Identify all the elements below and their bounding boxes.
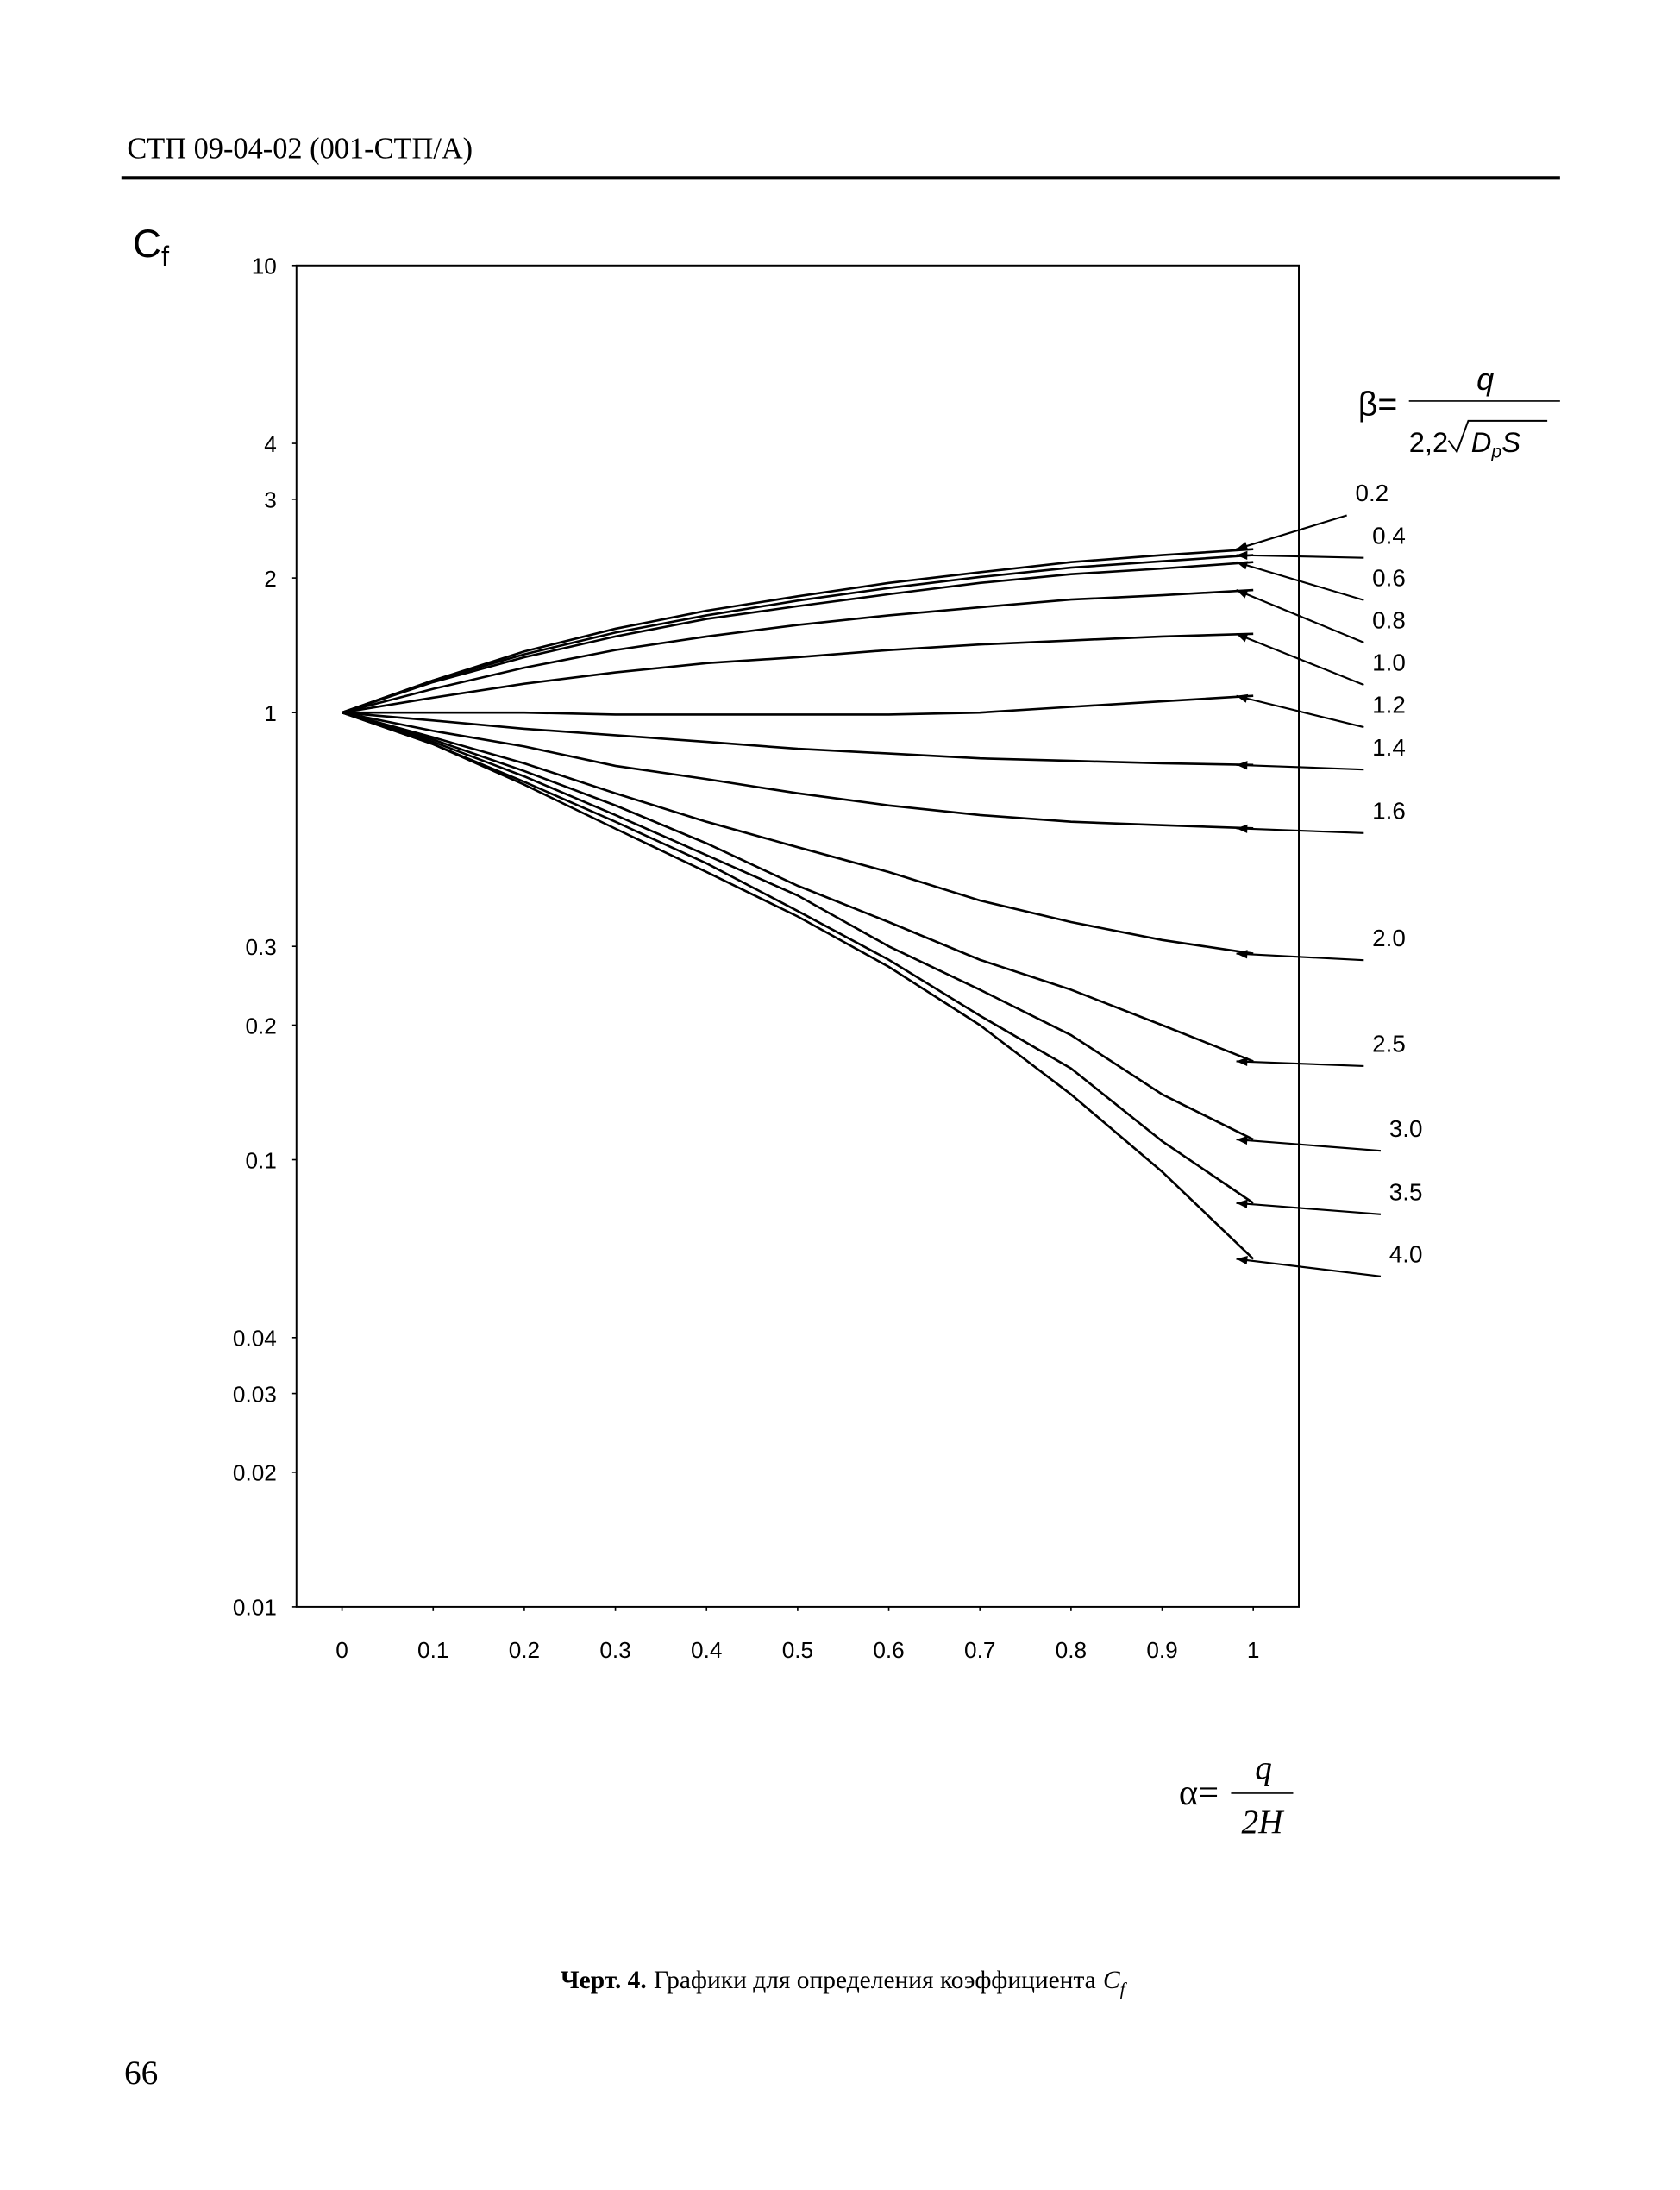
series-label: 4.0 [1389,1240,1423,1267]
beta-den-coef: 2,2 [1409,426,1448,458]
y-tick-label: 0.01 [233,1595,277,1621]
series-line [342,694,1254,716]
leader-arrow [1236,561,1364,601]
series-line [342,711,1254,1063]
beta-den-main: D [1471,426,1492,458]
series-formula: β= q 2,2 DpS [1358,361,1560,462]
series-label: 1.6 [1372,797,1406,824]
series-label: 0.2 [1355,480,1389,506]
series-line [342,554,1254,714]
beta-den-tail: S [1501,426,1520,458]
y-tick-label: 0.02 [233,1460,277,1486]
y-label-sub: f [161,240,170,272]
series-line [342,588,1254,714]
x-tick-label: 0.6 [873,1637,904,1663]
y-tick-label: 1 [264,700,277,726]
leader-arrow [1236,514,1347,550]
series-line [342,548,1254,714]
beta-num: q [1476,361,1494,397]
series-label: 3.0 [1389,1115,1423,1142]
y-axis-label: Cf [133,222,170,272]
beta-den: DpS [1471,426,1520,462]
series-label: 2.0 [1372,925,1406,951]
series-line [342,711,1254,1204]
series-line [342,561,1254,714]
leader-arrow [1236,693,1364,729]
y-tick-label: 10 [252,254,277,279]
leader-arrow [1236,950,1364,962]
x-tick-label: 0 [335,1637,348,1663]
series-line [342,711,1254,955]
caption: Черт. 4. Графики для определения коэффици… [561,1967,1128,1999]
y-tick-label: 3 [264,487,277,513]
series-line [342,632,1254,714]
x-tick-label: 0.4 [691,1637,722,1663]
beta-den-sub: p [1490,441,1501,461]
y-tick-label: 0.3 [245,934,276,960]
series-label: 1.0 [1372,649,1406,676]
y-tick-label: 0.2 [245,1013,276,1039]
y-label-main: C [133,222,161,266]
alpha-num: q [1255,1750,1272,1787]
beta-radical [1447,419,1548,454]
leader-arrow [1236,824,1364,834]
series-line [342,711,1255,1260]
caption-symbol-sub: f [1120,1979,1128,1999]
beta-lhs: β= [1358,385,1398,423]
caption-label: Черт. 4. [561,1967,647,1994]
header-title: СТП 09-04-02 (001-СТП/А) [127,132,473,165]
series-line [342,711,1254,1141]
x-tick-label: 0.1 [417,1637,448,1663]
series-label: 3.5 [1389,1178,1423,1205]
page-number: 66 [124,2055,158,2092]
leader-arrow [1236,550,1364,560]
series-label: 0.8 [1372,606,1406,633]
y-tick-label: 0.04 [233,1326,277,1352]
caption-text: Графики для определения коэффициента [654,1967,1096,1994]
x-tick-label: 1 [1247,1637,1260,1663]
x-tick-label: 0.8 [1056,1637,1087,1663]
x-tick-label: 0.7 [964,1637,995,1663]
leader-arrow [1236,589,1364,643]
leader-arrow [1236,1057,1364,1068]
x-tick-label: 0.2 [509,1637,540,1663]
leader-arrow [1236,1135,1382,1152]
leader-arrow [1236,1199,1382,1215]
y-tick-label: 0.1 [245,1147,276,1173]
caption-symbol: C [1103,1967,1120,1994]
series-line [342,711,1254,830]
x-tick-label: 0.9 [1146,1637,1177,1663]
alpha-den: 2H [1241,1804,1285,1841]
series-label: 2.5 [1372,1031,1406,1057]
series-label: 1.4 [1372,734,1406,761]
x-formula: α= q 2H [1179,1750,1294,1841]
leader-arrow [1236,632,1364,686]
series-label: 0.4 [1372,522,1406,549]
y-tick-label: 2 [264,566,277,592]
x-tick-label: 0.5 [782,1637,813,1663]
y-tick-label: 0.03 [233,1381,277,1407]
leader-arrow [1236,761,1364,771]
series-line [342,711,1254,767]
leader-arrow [1236,1255,1382,1277]
series-label: 1.2 [1372,692,1406,718]
alpha-lhs: α= [1179,1773,1219,1813]
x-tick-label: 0.3 [599,1637,630,1663]
series-label: 0.6 [1372,564,1406,591]
y-tick-label: 4 [264,431,277,457]
